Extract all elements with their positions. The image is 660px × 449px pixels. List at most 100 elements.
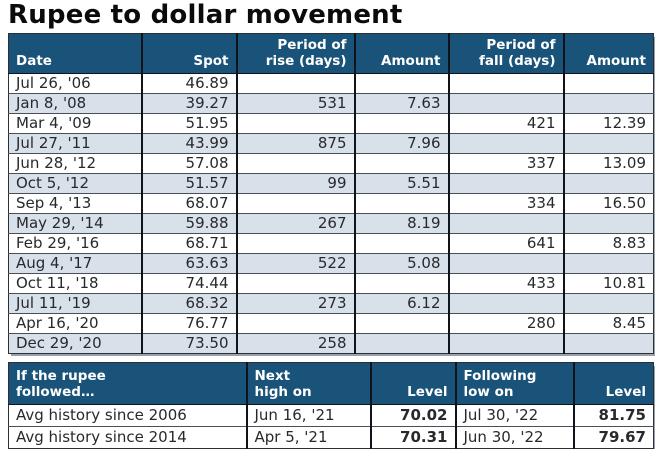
table-row: Apr 16, '20 76.77 280 8.45 <box>8 313 654 334</box>
rise-days-cell: 273 <box>235 293 355 314</box>
fall-days-column-header: Period of fall (days) <box>447 33 564 74</box>
table-row: Oct 5, '12 51.57 99 5.51 <box>8 173 654 194</box>
rise-amount-cell <box>353 273 449 294</box>
page-title: Rupee to dollar movement <box>8 0 403 30</box>
next-high-level-cell: 70.31 <box>369 426 456 449</box>
next-high-level-cell: 70.02 <box>369 404 456 427</box>
rise-days-cell <box>235 153 355 174</box>
header-row: If the rupee followed… Next high on Level F… <box>8 362 654 405</box>
fall-days-cell: 433 <box>447 273 564 294</box>
spot-cell: 51.95 <box>140 113 237 134</box>
table-row: Aug 4, '17 63.63 522 5.08 <box>8 253 654 274</box>
spot-cell: 63.63 <box>140 253 237 274</box>
table-row: Feb 29, '16 68.71 641 8.83 <box>8 233 654 254</box>
rise-amount-column-header: Amount <box>353 33 449 74</box>
date-cell: Oct 11, '18 <box>8 273 142 294</box>
fall-days-cell <box>447 93 564 114</box>
spot-cell: 57.08 <box>140 153 237 174</box>
rise-amount-cell <box>353 333 449 354</box>
fall-days-cell: 334 <box>447 193 564 214</box>
date-cell: Jul 26, '06 <box>8 73 142 94</box>
fall-amount-cell <box>562 293 654 314</box>
rise-days-column-header: Period of rise (days) <box>235 33 355 74</box>
spot-cell: 68.07 <box>140 193 237 214</box>
following-low-level-cell: 79.67 <box>572 426 654 449</box>
table-row: Dec 29, '20 73.50 258 <box>8 333 654 354</box>
movement-table: Date Spot Period of rise (days) Amount Perio… <box>8 33 654 354</box>
table-row: Jan 8, '08 39.27 531 7.63 <box>8 93 654 114</box>
table-row: Jul 11, '19 68.32 273 6.12 <box>8 293 654 314</box>
spot-cell: 43.99 <box>140 133 237 154</box>
table-row: Jul 26, '06 46.89 <box>8 73 654 94</box>
date-cell: Feb 29, '16 <box>8 233 142 254</box>
table-row: May 29, '14 59.88 267 8.19 <box>8 213 654 234</box>
fall-days-cell <box>447 293 564 314</box>
spot-cell: 39.27 <box>140 93 237 114</box>
spot-column-header: Spot <box>140 33 237 74</box>
date-cell: Apr 16, '20 <box>8 313 142 334</box>
fall-amount-cell <box>562 133 654 154</box>
rise-amount-cell <box>353 233 449 254</box>
fall-days-cell: 280 <box>447 313 564 334</box>
spot-cell: 46.89 <box>140 73 237 94</box>
rise-days-cell <box>235 273 355 294</box>
rise-days-cell <box>235 313 355 334</box>
fall-amount-cell <box>562 93 654 114</box>
fall-amount-cell: 12.39 <box>562 113 654 134</box>
rise-amount-cell: 7.63 <box>353 93 449 114</box>
date-cell: Jun 28, '12 <box>8 153 142 174</box>
spot-cell: 68.32 <box>140 293 237 314</box>
rise-days-cell <box>235 193 355 214</box>
fall-amount-cell: 16.50 <box>562 193 654 214</box>
rise-days-cell <box>235 73 355 94</box>
date-cell: May 29, '14 <box>8 213 142 234</box>
table-row: Oct 11, '18 74.44 433 10.81 <box>8 273 654 294</box>
rise-days-cell: 875 <box>235 133 355 154</box>
table-row: Mar 4, '09 51.95 421 12.39 <box>8 113 654 134</box>
fall-days-cell <box>447 333 564 354</box>
rise-days-cell: 258 <box>235 333 355 354</box>
spot-cell: 59.88 <box>140 213 237 234</box>
following-low-column-header: Following low on <box>454 362 574 405</box>
rise-days-cell: 522 <box>235 253 355 274</box>
fall-days-cell: 337 <box>447 153 564 174</box>
date-cell: Jan 8, '08 <box>8 93 142 114</box>
date-cell: Aug 4, '17 <box>8 253 142 274</box>
header-row: Date Spot Period of rise (days) Amount Perio… <box>8 33 654 74</box>
next-high-column-header: Next high on <box>245 362 371 405</box>
table-row: Jul 27, '11 43.99 875 7.96 <box>8 133 654 154</box>
date-cell: Jul 27, '11 <box>8 133 142 154</box>
rise-amount-cell <box>353 153 449 174</box>
fall-days-cell <box>447 133 564 154</box>
rise-amount-cell: 7.96 <box>353 133 449 154</box>
spot-cell: 73.50 <box>140 333 237 354</box>
rise-days-cell <box>235 113 355 134</box>
following-low-date-cell: Jul 30, '22 <box>454 404 574 427</box>
next-high-date-cell: Apr 5, '21 <box>245 426 371 449</box>
next-high-date-cell: Jun 16, '21 <box>245 404 371 427</box>
rise-amount-cell <box>353 193 449 214</box>
fall-amount-column-header: Amount <box>562 33 654 74</box>
scenario-column-header: If the rupee followed… <box>8 362 247 405</box>
date-cell: Dec 29, '20 <box>8 333 142 354</box>
fall-days-cell: 641 <box>447 233 564 254</box>
rise-amount-cell <box>353 73 449 94</box>
fall-amount-cell: 10.81 <box>562 273 654 294</box>
date-column-header: Date <box>8 33 142 74</box>
scenario-cell: Avg history since 2006 <box>8 404 247 427</box>
table-row: Avg history since 2014 Apr 5, '21 70.31 Jun… <box>8 426 654 449</box>
date-cell: Sep 4, '13 <box>8 193 142 214</box>
spot-cell: 74.44 <box>140 273 237 294</box>
rise-amount-cell: 8.19 <box>353 213 449 234</box>
fall-days-cell <box>447 253 564 274</box>
table-row: Sep 4, '13 68.07 334 16.50 <box>8 193 654 214</box>
fall-amount-cell <box>562 253 654 274</box>
table-row: Avg history since 2006 Jun 16, '21 70.02 Ju… <box>8 404 654 427</box>
date-cell: Mar 4, '09 <box>8 113 142 134</box>
rise-days-cell: 531 <box>235 93 355 114</box>
fall-amount-cell: 8.45 <box>562 313 654 334</box>
scenario-cell: Avg history since 2014 <box>8 426 247 449</box>
table-row: Jun 28, '12 57.08 337 13.09 <box>8 153 654 174</box>
date-cell: Oct 5, '12 <box>8 173 142 194</box>
